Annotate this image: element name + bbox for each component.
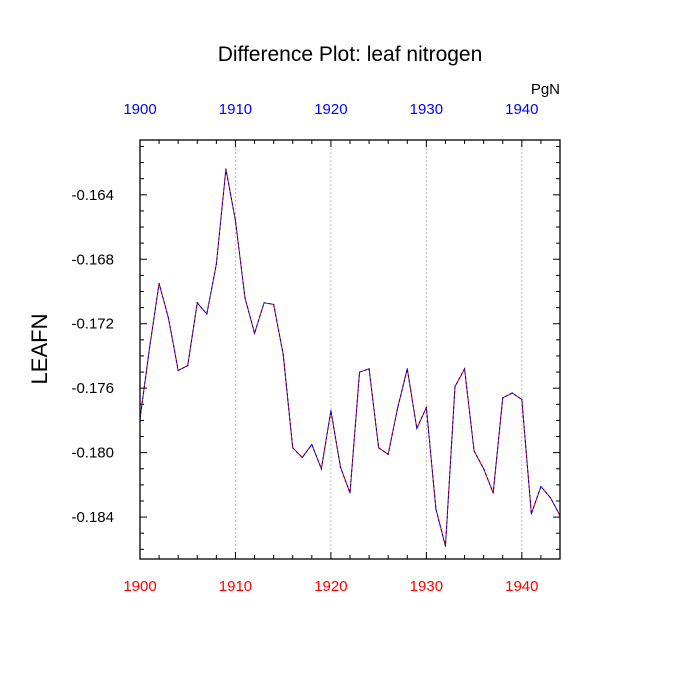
y-tick-label: -0.164 [71, 187, 114, 204]
data-point [473, 450, 475, 452]
x-tick-label-bottom: 1930 [410, 578, 443, 595]
x-tick-label-top: 1930 [410, 101, 443, 118]
data-point [511, 392, 513, 394]
data-point [435, 508, 437, 510]
data-point [292, 447, 294, 449]
data-point [483, 468, 485, 470]
data-point [273, 303, 275, 305]
data-point [463, 368, 466, 370]
axis-ticks [139, 140, 561, 559]
data-point [530, 513, 532, 515]
data-point [339, 466, 342, 468]
data-point [349, 492, 351, 494]
data-line [139, 168, 561, 547]
data-point [397, 406, 399, 409]
data-point [378, 447, 380, 449]
x-tick-label-top: 1910 [219, 101, 252, 118]
x-tick-label-top: 1900 [123, 101, 156, 118]
data-point [263, 302, 265, 304]
data-point [158, 282, 160, 285]
data-point [521, 398, 523, 401]
y-tick-label: -0.176 [71, 380, 114, 397]
chart-title: Difference Plot: leaf nitrogen [218, 43, 483, 66]
data-point [253, 332, 256, 334]
data-point [540, 485, 542, 488]
data-point [234, 219, 237, 222]
data-point [368, 368, 370, 370]
data-point [225, 168, 227, 170]
data-point [282, 353, 284, 355]
data-point [196, 302, 198, 304]
plot-frame [139, 139, 561, 560]
data-point [454, 385, 456, 388]
data-point [206, 313, 208, 315]
x-tick-label-bottom: 1910 [219, 578, 252, 595]
data-point [177, 369, 179, 372]
data-point [502, 397, 504, 399]
data-line-group [139, 168, 561, 547]
x-tick-label-top: 1940 [505, 101, 538, 118]
y-tick-label: -0.184 [71, 509, 114, 526]
grid-lines [235, 140, 523, 559]
y-tick-label: -0.180 [71, 445, 114, 462]
data-point [244, 297, 246, 299]
data-point [187, 365, 189, 367]
data-point [311, 443, 313, 446]
data-point [444, 545, 447, 547]
data-point [406, 368, 408, 370]
tick-labels: 1900 1900 1910 1910 1920 1920 1930 1930 1940 1940… [71, 101, 538, 595]
data-point [320, 468, 322, 470]
data-point [387, 453, 389, 455]
data-point [425, 406, 427, 409]
data-point [168, 318, 170, 320]
x-tick-label-bottom: 1940 [505, 578, 538, 595]
data-point [492, 492, 494, 494]
x-tick-label-top: 1920 [314, 101, 347, 118]
x-tick-label-bottom: 1900 [123, 578, 156, 595]
y-tick-label: -0.172 [71, 316, 114, 333]
units-label: PgN [531, 81, 560, 98]
data-point [330, 410, 332, 412]
data-point [301, 456, 303, 459]
data-point [148, 347, 151, 349]
data-point [549, 497, 552, 499]
data-point [358, 371, 361, 373]
data-point [416, 427, 418, 430]
y-tick-label: -0.168 [71, 251, 114, 268]
y-axis-label: LEAFN [27, 314, 52, 385]
data-point [215, 263, 217, 265]
x-tick-label-bottom: 1920 [314, 578, 347, 595]
